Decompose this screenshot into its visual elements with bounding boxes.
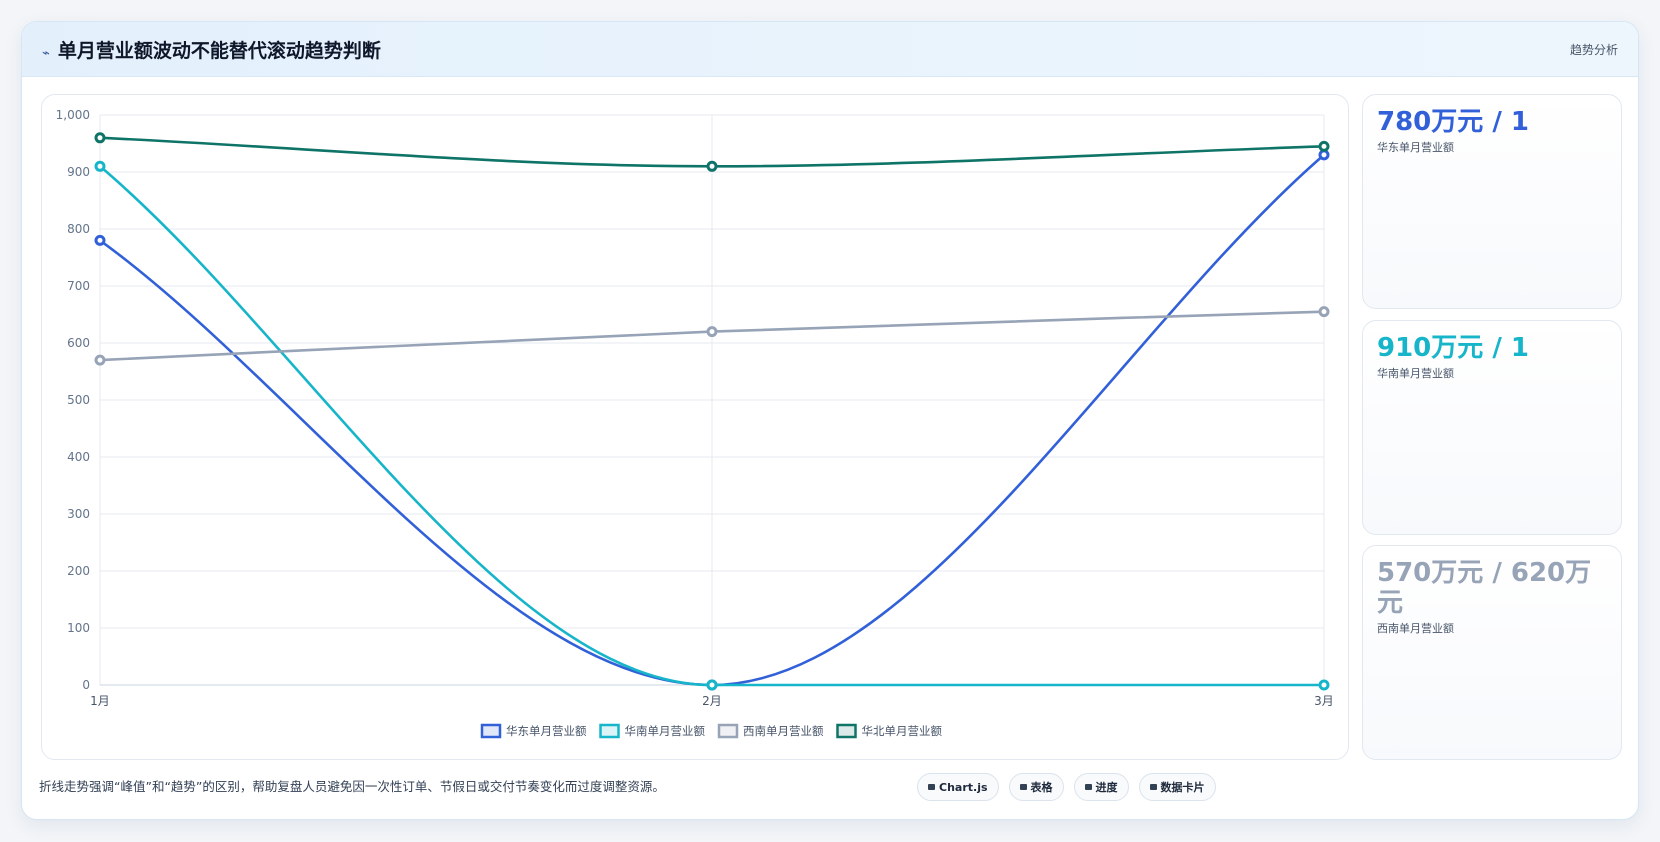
- x-tick-label: 1月: [90, 694, 110, 708]
- button-label: Chart.js: [939, 780, 988, 794]
- button-label: 表格: [1030, 781, 1053, 794]
- footer-note: 折线走势强调“峰值”和“趋势”的区别，帮助复盘人员避免因一次性订单、节假日或交付…: [39, 779, 665, 794]
- header-tag: 趋势分析: [1569, 42, 1618, 57]
- legend-swatch: [836, 723, 857, 739]
- data-point: [1318, 140, 1330, 152]
- y-tick-label: 300: [67, 507, 90, 521]
- data-point: [1318, 306, 1330, 318]
- legend-item: 华南单月营业额: [599, 723, 706, 739]
- y-tick-label: 1,000: [56, 108, 90, 122]
- y-tick-label: 600: [67, 336, 90, 350]
- legend-item: 西南单月营业额: [717, 723, 824, 739]
- legend-item: 华东单月营业额: [480, 723, 587, 739]
- data-point: [706, 160, 718, 172]
- chart: 0 100 200 300 400 500 600 700 800 900 1,000 1月 2月 3月华…: [56, 108, 1334, 739]
- button-icon: [1019, 784, 1027, 790]
- legend-swatch: [480, 723, 502, 739]
- title-icon: ⌁: [42, 45, 50, 61]
- stat-card: 570万元 / 620万元西南单月营业额: [1362, 545, 1622, 760]
- stat-value: 780万元 / 1: [1377, 107, 1529, 137]
- y-tick-label: 500: [67, 393, 90, 407]
- footer-buttons: Chart.js 表格 进度 数据卡片: [917, 773, 1216, 801]
- y-tick-label: 400: [67, 450, 90, 464]
- data-point: [706, 326, 718, 338]
- y-tick-label: 0: [82, 678, 90, 692]
- button-label: 进度: [1095, 781, 1118, 794]
- data-point: [94, 132, 106, 144]
- x-tick-label: 3月: [1314, 694, 1334, 708]
- button-icon: [1149, 784, 1157, 790]
- header-title-wrap: ⌁ 单月营业额波动不能替代滚动趋势判断: [42, 36, 381, 63]
- dashboard-card: ⌁ 单月营业额波动不能替代滚动趋势判断 趋势分析 0 100 200 300 400 500…: [21, 21, 1639, 820]
- card-header: ⌁ 单月营业额波动不能替代滚动趋势判断 趋势分析: [22, 22, 1638, 77]
- data-point: [94, 160, 106, 172]
- stat-card: 910万元 / 1 华南单月营业额: [1362, 320, 1622, 535]
- y-tick-label: 800: [67, 222, 90, 236]
- stat-label: 西南单月营业额: [1377, 622, 1454, 635]
- legend-item: 华北单月营业额: [836, 723, 943, 739]
- button-icon: [928, 784, 935, 790]
- button-icon: [1084, 784, 1092, 790]
- button-label: 数据卡片: [1160, 781, 1205, 794]
- header-title: 单月营业额波动不能替代滚动趋势判断: [57, 39, 381, 62]
- legend-label: 西南单月营业额: [743, 724, 824, 738]
- y-tick-label: 700: [67, 279, 90, 293]
- legend-swatch: [599, 723, 620, 739]
- legend-label: 华东单月营业额: [506, 724, 587, 738]
- stat-card: 780万元 / 1 华东单月营业额: [1362, 94, 1622, 309]
- footer-button[interactable]: 进度: [1073, 773, 1129, 801]
- data-point: [1318, 679, 1330, 691]
- chart-panel: 0 100 200 300 400 500 600 700 800 900 1,000 1月 2月 3月华…: [41, 94, 1349, 760]
- x-tick-label: 2月: [702, 694, 722, 708]
- footer-button[interactable]: Chart.js: [917, 773, 999, 801]
- stat-value: 910万元 / 1: [1377, 333, 1529, 363]
- legend: 华东单月营业额 华南单月营业额 西南单月营业额 华北单月营业额: [480, 723, 943, 739]
- data-point: [94, 234, 106, 246]
- data-point: [1318, 149, 1330, 161]
- data-point: [94, 354, 106, 366]
- y-tick-label: 200: [67, 564, 90, 578]
- legend-swatch: [717, 723, 739, 739]
- stat-label: 华南单月营业额: [1377, 367, 1454, 380]
- footer-button[interactable]: 数据卡片: [1138, 773, 1216, 801]
- legend-label: 华南单月营业额: [625, 724, 706, 738]
- data-point: [706, 679, 718, 691]
- stat-label: 华东单月营业额: [1377, 141, 1454, 154]
- footer-button[interactable]: 表格: [1008, 773, 1064, 801]
- y-tick-label: 100: [67, 621, 90, 635]
- legend-label: 华北单月营业额: [862, 724, 943, 738]
- stat-value: 570万元 / 620万元: [1377, 558, 1592, 618]
- y-tick-label: 900: [67, 165, 90, 179]
